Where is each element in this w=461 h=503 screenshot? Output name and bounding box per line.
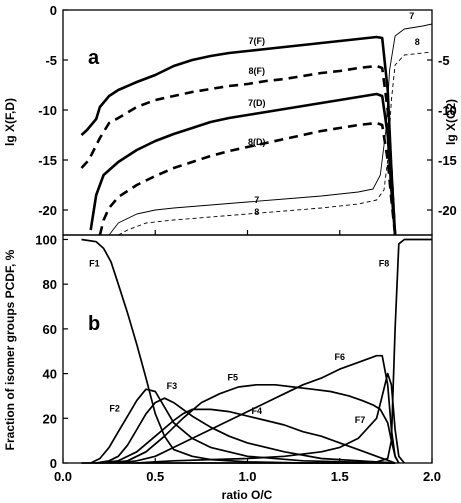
series-line-f1 bbox=[81, 238, 396, 464]
y-tick-label: 0 bbox=[50, 3, 57, 18]
series-label: F4 bbox=[251, 406, 262, 416]
x-tick-label: 0.5 bbox=[146, 469, 164, 484]
y-tick-label: -15 bbox=[38, 153, 57, 168]
series-line-8d bbox=[98, 121, 397, 236]
series-label: 8(D) bbox=[248, 137, 266, 147]
y-tick-label: -5 bbox=[45, 53, 57, 68]
series-label: F8 bbox=[379, 258, 390, 268]
y-tick-label: -10 bbox=[38, 103, 57, 118]
series-label: F5 bbox=[227, 372, 238, 382]
panel-a-ylabel: lg X(F,D) bbox=[3, 98, 17, 146]
series-label: F3 bbox=[167, 381, 178, 391]
series-label: 8 bbox=[254, 207, 259, 217]
series-label: 7 bbox=[409, 11, 414, 21]
series-line-f3 bbox=[96, 397, 396, 464]
series-label: 7(D) bbox=[248, 98, 266, 108]
series-line-7f bbox=[80, 35, 397, 236]
series-line-8f bbox=[80, 64, 397, 236]
series-line-7d bbox=[89, 92, 397, 236]
panel-a-letter: a bbox=[88, 47, 100, 69]
series-label: F1 bbox=[89, 258, 100, 268]
y-tick-label: -20 bbox=[38, 203, 57, 218]
y-tick-label-right: -15 bbox=[438, 153, 457, 168]
series-label: 8 bbox=[415, 37, 420, 47]
series-line-f8 bbox=[81, 238, 432, 464]
y-tick-label: 0 bbox=[50, 456, 57, 471]
panel-b-letter: b bbox=[88, 313, 100, 335]
panel-b-frame bbox=[62, 234, 433, 464]
series-label: 7(F) bbox=[248, 36, 265, 46]
y-tick-label-right: -10 bbox=[438, 103, 457, 118]
series-label: F6 bbox=[334, 352, 345, 362]
y-tick-label: 80 bbox=[43, 277, 57, 292]
panel-b-xlabel: ratio O/C bbox=[222, 488, 273, 502]
panel-a: 0 -5 -10 -15 -20 -5 -10 -15 -20 7(F) 8(F) 7(D) 8(D)… bbox=[3, 3, 458, 236]
panel-b-ylabel: Fraction of isomer groups PCDF, % bbox=[3, 249, 17, 450]
series-line-7 bbox=[108, 23, 433, 236]
x-tick-label: 0.0 bbox=[54, 469, 72, 484]
y-tick-label-right: -5 bbox=[438, 53, 450, 68]
series-label: 7 bbox=[254, 195, 259, 205]
x-tick-label: 1.5 bbox=[331, 469, 349, 484]
x-tick-label: 1.0 bbox=[238, 469, 256, 484]
y-tick-label: 20 bbox=[43, 411, 57, 426]
y-tick-label: 60 bbox=[43, 322, 57, 337]
series-label: 8(F) bbox=[248, 66, 265, 76]
series-line-f4 bbox=[99, 408, 396, 464]
x-tick-label: 2.0 bbox=[423, 469, 441, 484]
panel-a-ylabel-right: lg X(O2) bbox=[444, 99, 458, 145]
series-line-f5 bbox=[108, 383, 400, 464]
series-line-f2 bbox=[90, 388, 396, 464]
y-tick-label: 100 bbox=[35, 232, 57, 247]
panel-b: 0 20 40 60 80 100 0.0 0.5 1.0 1.5 2.0 F1 F2 F3 F4 F5 F6… bbox=[3, 232, 441, 502]
series-label: F7 bbox=[355, 415, 366, 425]
y-tick-label: 40 bbox=[43, 367, 57, 382]
y-tick-label-right: -20 bbox=[438, 203, 457, 218]
series-label: F2 bbox=[109, 404, 120, 414]
